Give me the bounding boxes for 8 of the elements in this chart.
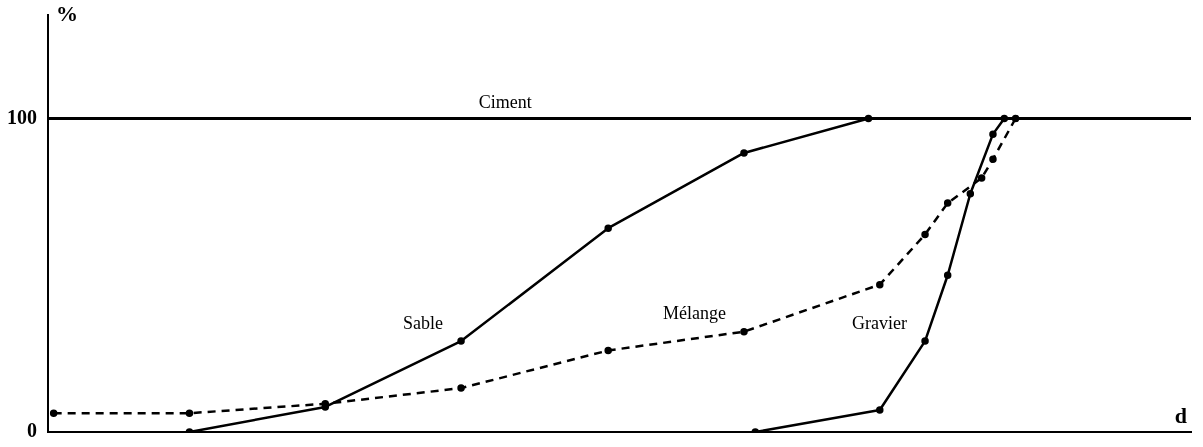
series-label: Sable xyxy=(403,312,444,333)
ref-line-label: Ciment xyxy=(478,92,532,113)
series-label: Gravier xyxy=(852,312,908,333)
y-axis-title: % xyxy=(56,0,78,26)
series-label: Mélange xyxy=(663,303,726,324)
y-tick-label: 100 xyxy=(7,105,37,128)
x-axis-title: d xyxy=(1174,402,1187,428)
y-tick-label: 0 xyxy=(27,419,37,442)
